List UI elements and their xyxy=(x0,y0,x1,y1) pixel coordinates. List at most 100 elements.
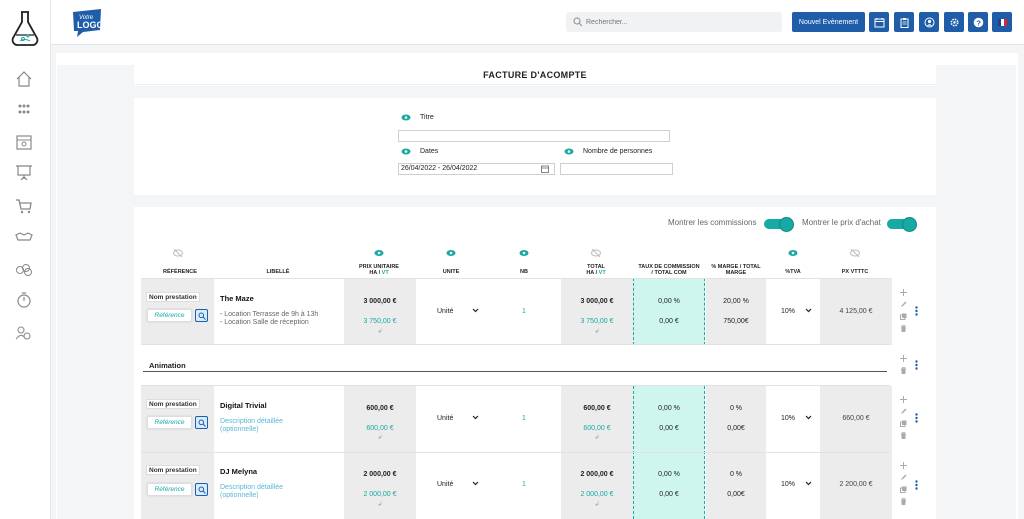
trash-icon[interactable] xyxy=(900,325,907,332)
unite-select[interactable]: Unité xyxy=(437,308,454,315)
eye-off-icon[interactable] xyxy=(591,249,601,257)
reference-input[interactable]: Référence xyxy=(147,309,192,322)
eye-icon[interactable] xyxy=(401,114,411,121)
trash-icon[interactable] xyxy=(900,367,907,374)
prix-vt[interactable]: 2 000,00 € xyxy=(363,491,397,498)
search-input[interactable] xyxy=(586,14,776,30)
calculator-icon[interactable]: ↲ xyxy=(377,329,383,335)
clipboard-button[interactable] xyxy=(894,12,914,32)
more-options-icon[interactable] xyxy=(915,480,918,490)
eye-icon[interactable] xyxy=(788,249,798,257)
total-cell-bg xyxy=(561,278,633,345)
plus-icon[interactable] xyxy=(900,396,907,403)
calendar-button[interactable] xyxy=(869,12,889,32)
reference-input[interactable]: Référence xyxy=(147,416,192,429)
language-button[interactable] xyxy=(992,12,1012,32)
calendar-star-icon[interactable] xyxy=(15,133,33,151)
item-description-line2[interactable]: (optionnelle) xyxy=(220,426,259,433)
home-icon[interactable] xyxy=(15,70,33,88)
eye-icon[interactable] xyxy=(446,249,456,257)
section-title[interactable]: Animation xyxy=(149,361,186,370)
item-title[interactable]: The Maze xyxy=(220,294,254,303)
prix-ha[interactable]: 600,00 € xyxy=(366,405,394,412)
taux-commission[interactable]: 0,00 % xyxy=(658,298,680,305)
logo-text-logo: LOGO xyxy=(77,20,104,30)
reference-search-button[interactable] xyxy=(195,309,208,322)
reference-input[interactable]: Référence xyxy=(147,483,192,496)
users-icon[interactable] xyxy=(15,101,33,119)
settings-users-icon[interactable] xyxy=(15,324,33,342)
unite-select[interactable]: Unité xyxy=(437,415,454,422)
edit-icon[interactable] xyxy=(900,301,907,308)
user-button[interactable] xyxy=(919,12,939,32)
eye-icon[interactable] xyxy=(519,249,529,257)
tva-select[interactable]: 10% xyxy=(781,415,796,422)
help-button[interactable]: ? xyxy=(968,12,988,32)
prix-achat-toggle[interactable] xyxy=(887,217,917,232)
total-vt: 3 750,00 € xyxy=(580,318,614,325)
eye-off-icon[interactable] xyxy=(850,249,860,257)
prix-vt[interactable]: 600,00 € xyxy=(366,425,394,432)
nb-value[interactable]: 1 xyxy=(522,415,526,422)
nb-value[interactable]: 1 xyxy=(522,308,526,315)
duplicate-icon[interactable] xyxy=(900,420,907,427)
taux-commission[interactable]: 0,00 % xyxy=(658,405,680,412)
edit-icon[interactable] xyxy=(900,474,907,481)
duplicate-icon[interactable] xyxy=(900,313,907,320)
trash-icon[interactable] xyxy=(900,432,907,439)
tva-select[interactable]: 10% xyxy=(781,308,796,315)
calculator-icon[interactable]: ↲ xyxy=(594,329,600,335)
trash-icon[interactable] xyxy=(900,498,907,505)
col-total: TOTAL HA / VT xyxy=(566,264,626,276)
gear-icon xyxy=(949,17,959,27)
eye-icon[interactable] xyxy=(401,148,411,155)
eye-icon[interactable] xyxy=(374,249,384,257)
eye-off-icon[interactable] xyxy=(173,249,183,257)
calculator-icon[interactable]: ↲ xyxy=(594,435,600,441)
item-description-line1[interactable]: Description détaillée xyxy=(220,484,284,491)
item-description-line2[interactable]: - Location Salle de réception xyxy=(220,319,309,326)
edit-icon[interactable] xyxy=(900,408,907,415)
more-options-icon[interactable] xyxy=(915,413,918,423)
dates-input[interactable]: 26/04/2022 - 26/04/2022 xyxy=(398,163,555,175)
stopwatch-icon[interactable] xyxy=(15,291,33,309)
titre-input[interactable] xyxy=(398,130,670,142)
nb-personnes-input[interactable] xyxy=(560,163,673,175)
flask-logo-icon[interactable] xyxy=(9,8,41,48)
calendar-icon[interactable] xyxy=(541,165,549,173)
duplicate-icon[interactable] xyxy=(900,486,907,493)
item-description-line2[interactable]: (optionnelle) xyxy=(220,492,259,499)
reference-search-button[interactable] xyxy=(195,416,208,429)
calculator-icon[interactable]: ↲ xyxy=(377,435,383,441)
item-description-line1[interactable]: - Location Terrasse de 9h à 13h xyxy=(220,311,319,318)
plus-icon[interactable] xyxy=(900,462,907,469)
calculator-icon[interactable]: ↲ xyxy=(377,502,383,508)
item-description-line1[interactable]: Description détaillée xyxy=(220,418,284,425)
reference-search-button[interactable] xyxy=(195,483,208,496)
presentation-icon[interactable] xyxy=(15,164,33,182)
nb-value[interactable]: 1 xyxy=(522,481,526,488)
prix-ha[interactable]: 3 000,00 € xyxy=(363,298,397,305)
plus-icon[interactable] xyxy=(900,355,907,362)
tva-select[interactable]: 10% xyxy=(781,481,796,488)
brand-logo[interactable]: Votre LOGO xyxy=(69,6,105,38)
calculator-icon[interactable]: ↲ xyxy=(594,502,600,508)
taux-commission[interactable]: 0,00 % xyxy=(658,471,680,478)
settings-button[interactable] xyxy=(944,12,964,32)
new-event-button[interactable]: Nouvel Evènement xyxy=(792,12,865,32)
item-title[interactable]: Digital Trivial xyxy=(220,401,267,410)
eye-icon[interactable] xyxy=(564,148,574,155)
handshake-icon[interactable] xyxy=(15,228,33,246)
prix-ha[interactable]: 2 000,00 € xyxy=(363,471,397,478)
commissions-toggle[interactable] xyxy=(764,217,794,232)
cart-icon[interactable] xyxy=(15,197,33,215)
item-title[interactable]: DJ Melyna xyxy=(220,467,258,476)
more-options-icon[interactable] xyxy=(915,306,918,316)
col-prix-unitaire: PRIX UNITAIRE HA / VT xyxy=(349,264,409,276)
plus-icon[interactable] xyxy=(900,289,907,296)
more-options-icon[interactable] xyxy=(915,360,918,370)
unite-select[interactable]: Unité xyxy=(437,481,454,488)
coins-icon[interactable] xyxy=(15,260,33,278)
prix-vt[interactable]: 3 750,00 € xyxy=(363,318,397,325)
search-box[interactable] xyxy=(566,12,782,32)
